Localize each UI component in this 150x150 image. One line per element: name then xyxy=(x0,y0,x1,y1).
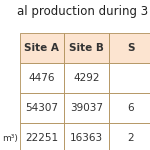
Bar xyxy=(108,123,150,150)
Text: 16363: 16363 xyxy=(70,133,103,143)
Text: Site B: Site B xyxy=(69,43,104,53)
Text: 2: 2 xyxy=(128,133,134,143)
Text: 4476: 4476 xyxy=(28,73,55,83)
Text: al production during 3: al production during 3 xyxy=(17,4,148,18)
Bar xyxy=(20,33,64,63)
Bar xyxy=(64,63,108,93)
Bar xyxy=(64,123,108,150)
Text: Site A: Site A xyxy=(24,43,59,53)
Bar xyxy=(108,93,150,123)
Bar xyxy=(20,63,64,93)
Bar xyxy=(64,33,108,63)
Text: 4292: 4292 xyxy=(73,73,99,83)
Text: 54307: 54307 xyxy=(25,103,58,113)
Text: 39037: 39037 xyxy=(70,103,103,113)
Bar xyxy=(64,93,108,123)
Bar xyxy=(108,33,150,63)
Bar xyxy=(20,123,64,150)
Text: 22251: 22251 xyxy=(25,133,58,143)
Text: 6: 6 xyxy=(128,103,134,113)
Text: m³): m³) xyxy=(2,134,18,142)
Bar xyxy=(108,63,150,93)
Bar xyxy=(20,93,64,123)
Text: S: S xyxy=(127,43,135,53)
